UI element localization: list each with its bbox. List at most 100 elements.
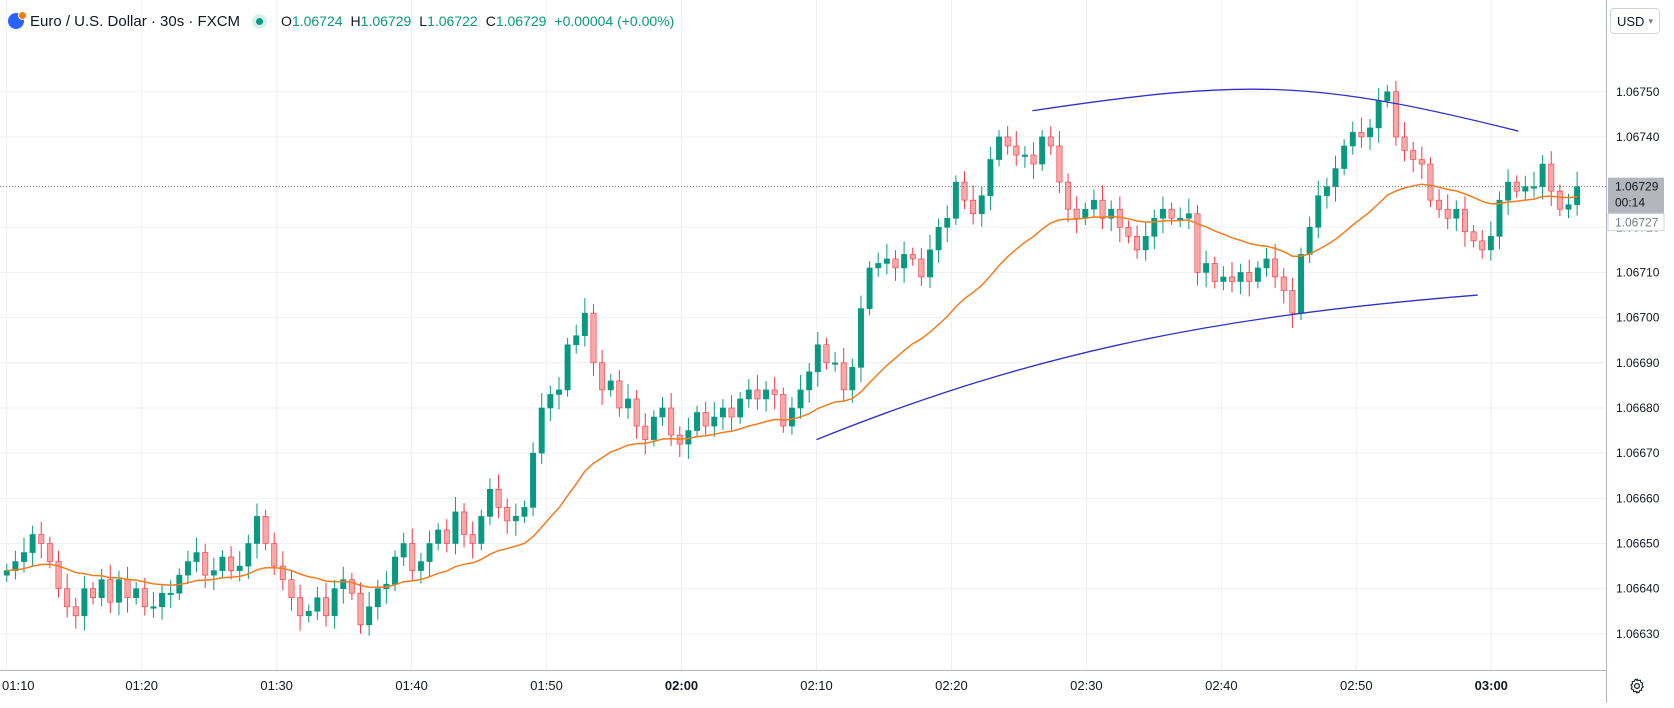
candle-body [262,516,269,544]
candle-body [1168,208,1175,219]
candle-body [150,606,157,609]
candle-body [478,516,485,544]
ma-price-label: 1.06727 [1615,216,1659,230]
currency-button[interactable]: USD ▾ [1610,8,1660,34]
candle-body [814,344,821,373]
candle-body [1358,132,1365,138]
time-axis: 01:10 01:20 01:30 01:40 01:50 02:00 02:10 02:20… [2,678,1508,693]
candle-body [461,511,468,535]
candle-body [668,407,675,436]
candle-body [90,588,97,599]
candle-body [1496,199,1503,237]
candle-body [754,389,761,400]
candle-body [892,258,899,269]
candle-body [1229,276,1235,282]
candle-body [1272,258,1279,278]
candle-body [366,606,373,626]
candle-body [81,588,88,617]
time-tick-label: 02:00 [665,678,698,693]
candle-body [1479,240,1486,251]
candle-body [46,543,53,562]
time-tick-label: 01:30 [260,678,293,693]
candle-body [409,543,416,571]
price-tick-label: 1.06630 [1616,627,1660,641]
candle-body [970,199,977,215]
candle-body [832,362,839,365]
candle-body [1349,132,1356,147]
candle-body [927,249,933,278]
open-label: O [281,13,292,29]
candle-body [193,552,200,562]
candle-body [271,543,278,567]
ohlc-values: O1.06724 H1.06729 L1.06722 C1.06729 +0.0… [281,13,674,29]
candle-body [228,556,235,571]
trend-curve-lower [816,294,1478,441]
candle-body [719,407,726,418]
candle-body [1108,208,1115,219]
candle-body [521,507,528,517]
candle-body [29,534,36,553]
candle-body [55,561,62,589]
open-value: 1.06724 [291,13,343,29]
candle-body [64,588,71,608]
candle-body [202,552,209,576]
candle-body [1401,136,1408,151]
candle-body [728,407,735,418]
candle-body [1056,145,1063,183]
candle-body [642,425,649,440]
candle-body [564,344,571,391]
time-tick-label: 01:20 [125,678,158,693]
close-label: C [485,13,496,29]
candle-body [115,579,122,603]
candle-body [1142,236,1149,251]
candle-body [1030,154,1037,165]
candle-body [331,588,338,617]
candle-body [357,592,364,626]
candle-body [253,516,260,544]
candle-body [1254,267,1261,282]
candle-body [711,416,718,427]
candle-body [1505,181,1512,201]
market-status-icon[interactable] [252,13,268,29]
candle-body [530,452,537,508]
candle-body [659,407,666,418]
candle-body [806,371,813,391]
gear-icon[interactable] [1628,677,1646,695]
candle-body [788,407,795,427]
candle-body [1341,145,1348,169]
candle-body [452,511,459,544]
symbol-title[interactable]: Euro / U.S. Dollar · 30s · FXCM [30,12,241,30]
candle-body [607,380,614,391]
candle-body [219,556,226,571]
close-value: 1.06729 [495,13,547,29]
candle-body [133,588,140,599]
candle-body [512,516,519,522]
price-tick-label: 1.06660 [1616,491,1660,505]
candle-body [573,335,580,346]
price-tick-label: 1.06750 [1616,85,1660,99]
candle-body [901,254,908,269]
candle-body [1556,190,1563,210]
candle-body [1203,263,1210,273]
candle-body [1522,186,1529,192]
candle-body [918,258,925,278]
candle-body [1565,204,1572,210]
candle-body [590,312,597,364]
symbol-header: Euro / U.S. Dollar · 30s · FXCM O1.06724… [8,10,674,32]
candle-body [840,362,847,391]
candle-body [797,389,804,409]
candle-body [400,543,407,558]
candle-body [279,565,286,580]
candle-body [1427,163,1434,201]
candle-body [909,254,916,260]
price-tick-label: 1.06710 [1616,265,1660,279]
candle-body [823,344,830,364]
candle-body [1090,199,1097,210]
last-price-tag [1608,177,1664,214]
candle-body [1418,159,1425,165]
candle-body [1323,186,1330,196]
time-tick-label: 01:40 [395,678,428,693]
chevron-down-icon: ▾ [1648,15,1653,26]
